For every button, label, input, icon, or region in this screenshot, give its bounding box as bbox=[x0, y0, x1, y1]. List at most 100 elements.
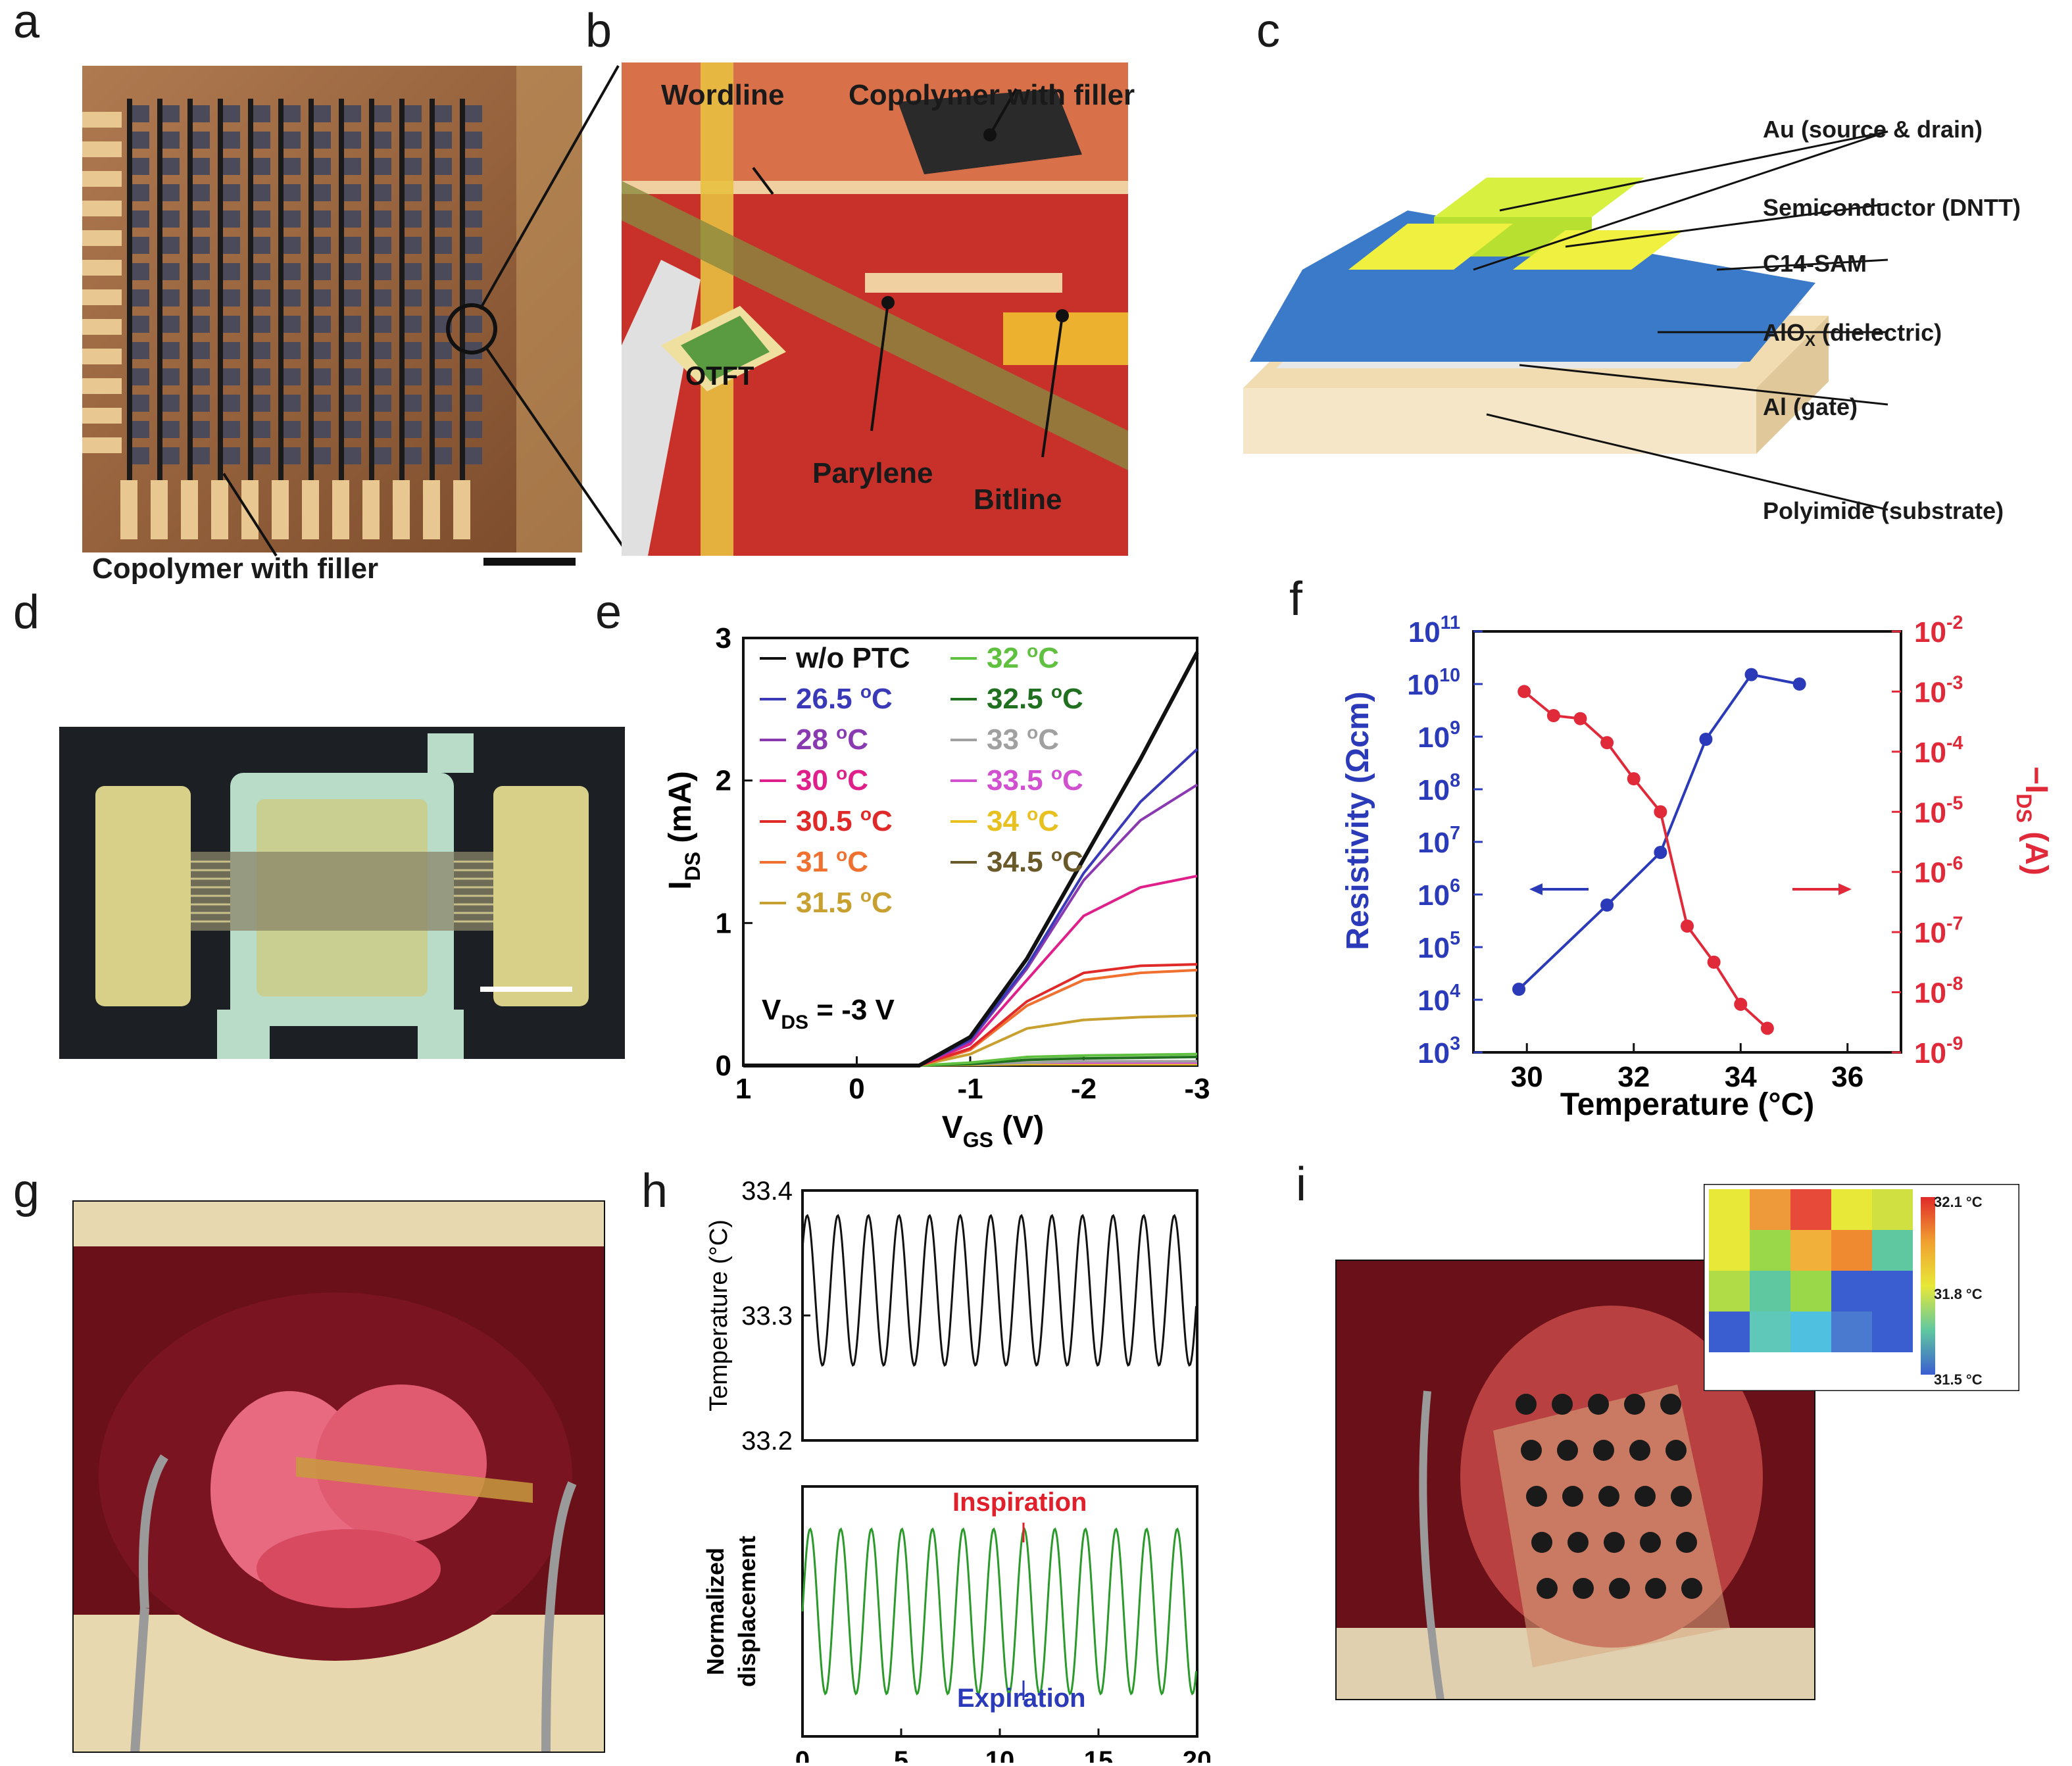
heatmap-cell bbox=[1831, 1189, 1872, 1230]
x-tick-label: -1 bbox=[957, 1073, 983, 1105]
legend-entry: 28 oC bbox=[796, 722, 868, 756]
sensor-dot bbox=[1609, 1578, 1630, 1599]
y-tick-label: 33.4 bbox=[741, 1177, 793, 1206]
panel-label-a: a bbox=[13, 0, 40, 48]
heatmap-cell bbox=[1790, 1189, 1831, 1230]
y-right-tick-label: 10-5 bbox=[1914, 793, 1963, 829]
data-point bbox=[1517, 685, 1531, 699]
y-right-axis-label: −IDS (A) bbox=[2012, 766, 2054, 875]
label-wordline: Wordline bbox=[661, 79, 785, 111]
sensor-dot bbox=[1604, 1532, 1625, 1553]
x-tick-label: 10 bbox=[985, 1746, 1015, 1763]
y-right-tick-label: 10-6 bbox=[1914, 853, 1963, 889]
y-tick-label: 3 bbox=[716, 625, 731, 654]
data-point bbox=[1707, 955, 1721, 969]
bitline-trace bbox=[157, 99, 162, 493]
y-tick-label: 1 bbox=[716, 907, 731, 939]
sensor-dot bbox=[1588, 1394, 1609, 1415]
colorbar-top-label: 32.1 °C bbox=[1934, 1194, 1983, 1210]
x-tick-label: 36 bbox=[1831, 1061, 1863, 1093]
y-right-tick-label: 10-2 bbox=[1914, 612, 1963, 649]
bitline-trace bbox=[218, 99, 223, 493]
layer-gate: Al (gate) bbox=[1763, 393, 1858, 420]
legend-entry: w/o PTC bbox=[795, 642, 910, 674]
label-otft: OTFT bbox=[685, 362, 754, 391]
sensor-dot bbox=[1521, 1440, 1542, 1461]
data-point bbox=[1654, 805, 1667, 819]
heatmap-cell bbox=[1750, 1271, 1790, 1312]
panel-d-micrograph bbox=[59, 727, 625, 1059]
panel-b-schematic bbox=[622, 62, 1128, 556]
panel-label-b: b bbox=[585, 5, 612, 57]
y-right-tick-label: 10-3 bbox=[1914, 673, 1963, 709]
data-point bbox=[1654, 846, 1667, 859]
bitline-trace bbox=[430, 99, 435, 493]
y-right-tick-label: 10-9 bbox=[1914, 1033, 1963, 1069]
heatmap-cell bbox=[1709, 1312, 1750, 1352]
data-point bbox=[1546, 709, 1560, 722]
panel-label-f: f bbox=[1289, 573, 1303, 625]
bitline-trace bbox=[187, 99, 193, 493]
data-point bbox=[1681, 920, 1694, 933]
sensor-dot bbox=[1629, 1440, 1650, 1461]
sensor-dot bbox=[1660, 1394, 1681, 1415]
layer-au: Au (source & drain) bbox=[1763, 116, 1983, 143]
bitline-trace bbox=[278, 99, 284, 493]
legend-entry: 32 oC bbox=[987, 641, 1059, 674]
sensor-dot bbox=[1516, 1394, 1537, 1415]
y-tick-label: 2 bbox=[716, 765, 731, 797]
colorbar-mid-label: 31.8 °C bbox=[1934, 1286, 1983, 1302]
label-copolymer-b: Copolymer with filler bbox=[849, 79, 1135, 111]
heatmap-cell bbox=[1872, 1312, 1913, 1352]
panel-a-array-image bbox=[82, 66, 582, 552]
sensor-dot bbox=[1681, 1578, 1702, 1599]
data-point bbox=[1760, 1021, 1774, 1035]
label-inspiration: Inspiration bbox=[952, 1488, 1087, 1517]
y-right-tick-label: 10-7 bbox=[1914, 913, 1963, 949]
panel-c-device-stack bbox=[1243, 130, 1888, 511]
vds-annotation: VDS = -3 V bbox=[762, 994, 895, 1033]
x-axis-label: Temperature (°C) bbox=[1560, 1087, 1814, 1122]
curve-woPTC bbox=[743, 651, 1199, 1067]
layer-substrate: Polyimide (substrate) bbox=[1763, 497, 2004, 524]
series-line-1 bbox=[1523, 690, 1769, 1029]
y-tick-label: 33.3 bbox=[741, 1302, 793, 1331]
panel-label-c: c bbox=[1256, 5, 1280, 57]
sensor-dot bbox=[1598, 1486, 1619, 1507]
sensor-dot bbox=[1537, 1578, 1558, 1599]
y-axis-label: IDS (mA) bbox=[663, 771, 704, 889]
x-tick-label: 20 bbox=[1183, 1746, 1210, 1763]
sensor-dot bbox=[1552, 1394, 1573, 1415]
colorbar bbox=[1921, 1197, 1935, 1375]
layer-sam: C14-SAM bbox=[1763, 250, 1867, 277]
y-left-tick-label: 109 bbox=[1418, 718, 1460, 754]
plot-frame bbox=[1472, 630, 1902, 1054]
heatmap-cell bbox=[1790, 1312, 1831, 1352]
layer-alox: AlOX (dielectric) bbox=[1763, 319, 1942, 351]
sensor-dot bbox=[1635, 1486, 1656, 1507]
legend-entry: 30.5 oC bbox=[796, 804, 893, 837]
label-bitline: Bitline bbox=[974, 483, 1062, 516]
y-left-tick-label: 105 bbox=[1418, 928, 1460, 964]
scale-bar-a bbox=[483, 558, 576, 566]
sensor-dot bbox=[1593, 1440, 1614, 1461]
sensor-dot bbox=[1671, 1486, 1692, 1507]
y-left-tick-label: 1010 bbox=[1407, 665, 1460, 701]
sensor-dot bbox=[1676, 1532, 1697, 1553]
x-axis-label: VGS (V) bbox=[942, 1110, 1045, 1152]
legend-entry: 26.5 oC bbox=[796, 681, 893, 715]
bitline-trace bbox=[127, 99, 132, 493]
data-point bbox=[1744, 668, 1758, 681]
y-axis-label-top: Temperature (°C) bbox=[705, 1219, 733, 1411]
heatmap-cell bbox=[1831, 1271, 1872, 1312]
data-point bbox=[1573, 712, 1587, 725]
panel-g-photo bbox=[72, 1200, 605, 1753]
sensor-dot bbox=[1567, 1532, 1589, 1553]
temperature-trace bbox=[801, 1214, 1197, 1367]
y-left-tick-label: 103 bbox=[1418, 1033, 1460, 1069]
heatmap-cell bbox=[1750, 1312, 1790, 1352]
y-left-tick-label: 107 bbox=[1418, 823, 1460, 859]
sensor-dot bbox=[1531, 1532, 1552, 1553]
sensor-dot bbox=[1573, 1578, 1594, 1599]
